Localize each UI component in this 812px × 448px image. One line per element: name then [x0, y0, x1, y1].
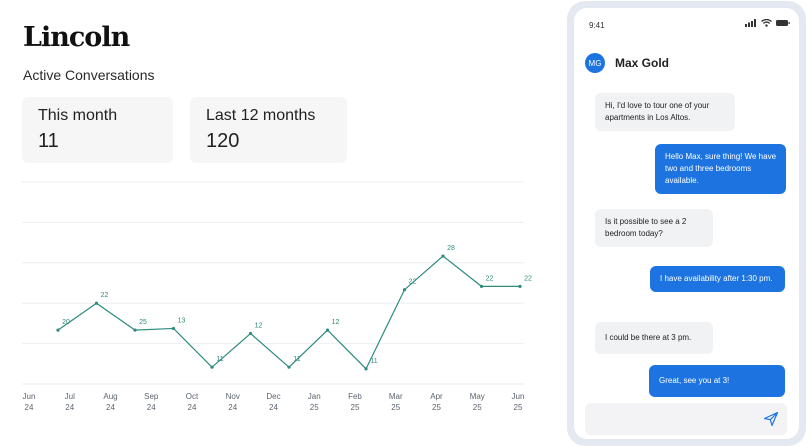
avatar: MG	[585, 53, 605, 73]
data-label: 22	[486, 275, 494, 282]
data-point[interactable]	[518, 284, 522, 288]
data-point[interactable]	[56, 328, 60, 332]
x-tick-label: May	[470, 392, 485, 401]
message-outgoing: Great, see you at 3!	[649, 365, 785, 397]
phone-mockup: 9:41 MG Max Gold Hi, I'd love to tour on…	[567, 1, 806, 446]
x-tick-label: Dec	[266, 392, 280, 401]
data-point[interactable]	[133, 328, 137, 332]
data-point[interactable]	[402, 288, 407, 292]
x-tick-label: Nov	[226, 392, 240, 401]
x-tick-label: Apr	[430, 392, 443, 401]
series-line	[57, 255, 520, 370]
data-label: 11	[216, 356, 223, 363]
data-point[interactable]	[94, 301, 99, 305]
status-time: 9:41	[589, 21, 605, 30]
x-tick-label: Sep	[144, 392, 159, 401]
x-tick-label: 24	[228, 403, 237, 412]
message-incoming: Hi, I'd love to tour one of your apartme…	[595, 93, 735, 131]
x-tick-label: Jun	[23, 392, 36, 401]
data-label: 11	[293, 356, 300, 363]
contact-name: Max Gold	[615, 56, 670, 70]
x-tick-label: 25	[473, 403, 482, 412]
x-tick-label: Aug	[103, 392, 117, 401]
status-icons	[745, 19, 790, 27]
conversations-line-chart: Jun 24 Jul 24 Aug 24 Sep 24 Oct 24 Nov 24 Dec 24 Jan 25…	[0, 170, 540, 430]
data-point[interactable]	[441, 254, 445, 258]
stat-value: 120	[206, 130, 240, 152]
data-label: 13	[178, 317, 186, 324]
stat-label: Last 12 months	[206, 107, 316, 124]
brand-logo: Lincoln	[23, 22, 130, 53]
data-label: 12	[255, 323, 263, 330]
x-tick-label: Jan	[308, 392, 321, 401]
stat-label: This month	[38, 107, 118, 124]
x-tick-label: 24	[25, 403, 34, 412]
x-tick-label: 24	[188, 403, 197, 412]
message-incoming: Is it possible to see a 2 bedroom today?	[595, 209, 713, 247]
data-point[interactable]	[171, 326, 176, 331]
x-tick-label: Oct	[186, 392, 199, 401]
data-point[interactable]	[287, 365, 291, 369]
message-outgoing: Hello Max, sure thing! We have two and t…	[655, 144, 786, 194]
data-label: 22	[409, 279, 417, 286]
data-point[interactable]	[364, 367, 368, 371]
data-label: 28	[447, 245, 455, 252]
x-tick-label: 25	[351, 403, 360, 412]
stat-card-this-month: This month 11	[22, 97, 173, 163]
stat-value: 11	[38, 130, 59, 152]
message-incoming: I could be there at 3 pm.	[595, 322, 713, 354]
x-tick-label: 24	[269, 403, 278, 412]
x-tick-label: 24	[106, 403, 115, 412]
x-tick-label: 25	[310, 403, 319, 412]
data-point[interactable]	[479, 284, 484, 288]
x-tick-label: 25	[432, 403, 441, 412]
x-tick-label: 25	[514, 403, 523, 412]
x-tick-label: Feb	[348, 392, 362, 401]
message-outgoing: I have availability after 1:30 pm.	[650, 266, 785, 292]
data-label: 25	[139, 319, 147, 326]
data-label: 22	[524, 275, 532, 282]
x-tick-label: 24	[65, 403, 74, 412]
x-tick-label: Mar	[389, 392, 403, 401]
x-tick-label: 24	[147, 403, 156, 412]
battery-icon	[776, 20, 790, 26]
x-tick-label: Jun	[512, 392, 525, 401]
data-label: 11	[370, 358, 377, 365]
x-tick-label: Jul	[65, 392, 75, 401]
message-composer-input[interactable]	[585, 403, 787, 435]
data-label: 22	[101, 292, 109, 299]
data-point[interactable]	[248, 331, 253, 336]
data-label: 20	[62, 319, 70, 326]
x-tick-label: 25	[391, 403, 400, 412]
stat-card-last-12-months: Last 12 months 120	[190, 97, 347, 163]
section-title: Active Conversations	[23, 67, 155, 83]
chart-svg: Jun 24 Jul 24 Aug 24 Sep 24 Oct 24 Nov 24 Dec 24 Jan 25…	[22, 181, 532, 412]
send-icon[interactable]	[763, 411, 779, 427]
data-point[interactable]	[210, 365, 214, 369]
wifi-icon	[761, 19, 772, 27]
data-point[interactable]	[325, 328, 330, 332]
data-label: 12	[332, 319, 340, 326]
phone-screen: 9:41 MG Max Gold Hi, I'd love to tour on…	[574, 8, 799, 439]
signal-icon	[745, 19, 756, 27]
